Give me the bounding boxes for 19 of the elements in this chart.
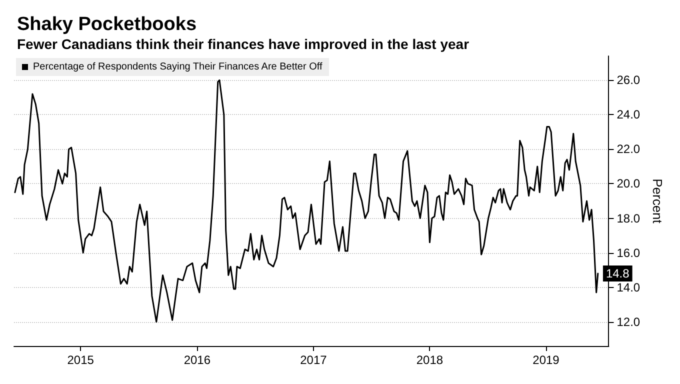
x-tick-label: 2017	[300, 353, 328, 367]
y-tick-label: 22.0	[616, 142, 640, 156]
y-tick-label: 18.0	[616, 211, 640, 226]
y-tick-label: 26.0	[616, 73, 640, 88]
y-axis-title: Percent	[650, 178, 665, 224]
y-tick-label: 16.0	[616, 246, 640, 260]
y-tick-label: 20.0	[616, 176, 640, 191]
y-tick-label: 14.0	[616, 280, 640, 294]
y-tick-label: 12.0	[616, 314, 640, 329]
x-tick-label: 2018	[416, 353, 444, 367]
x-tick-label: 2015	[67, 353, 94, 367]
legend-label: Percentage of Respondents Saying Their Finances Are Better Off	[33, 62, 322, 72]
line-series	[14, 79, 599, 323]
y-tick-label: 24.0	[616, 108, 640, 122]
data-label: 14.8	[606, 266, 630, 280]
x-tick-label: 2016	[184, 353, 211, 367]
x-tick-label: 2019	[532, 353, 560, 367]
chart-subtitle: Fewer Canadians think their finances have improved in the last year	[17, 36, 470, 52]
chart-title: Shaky Pocketbooks	[17, 14, 197, 35]
